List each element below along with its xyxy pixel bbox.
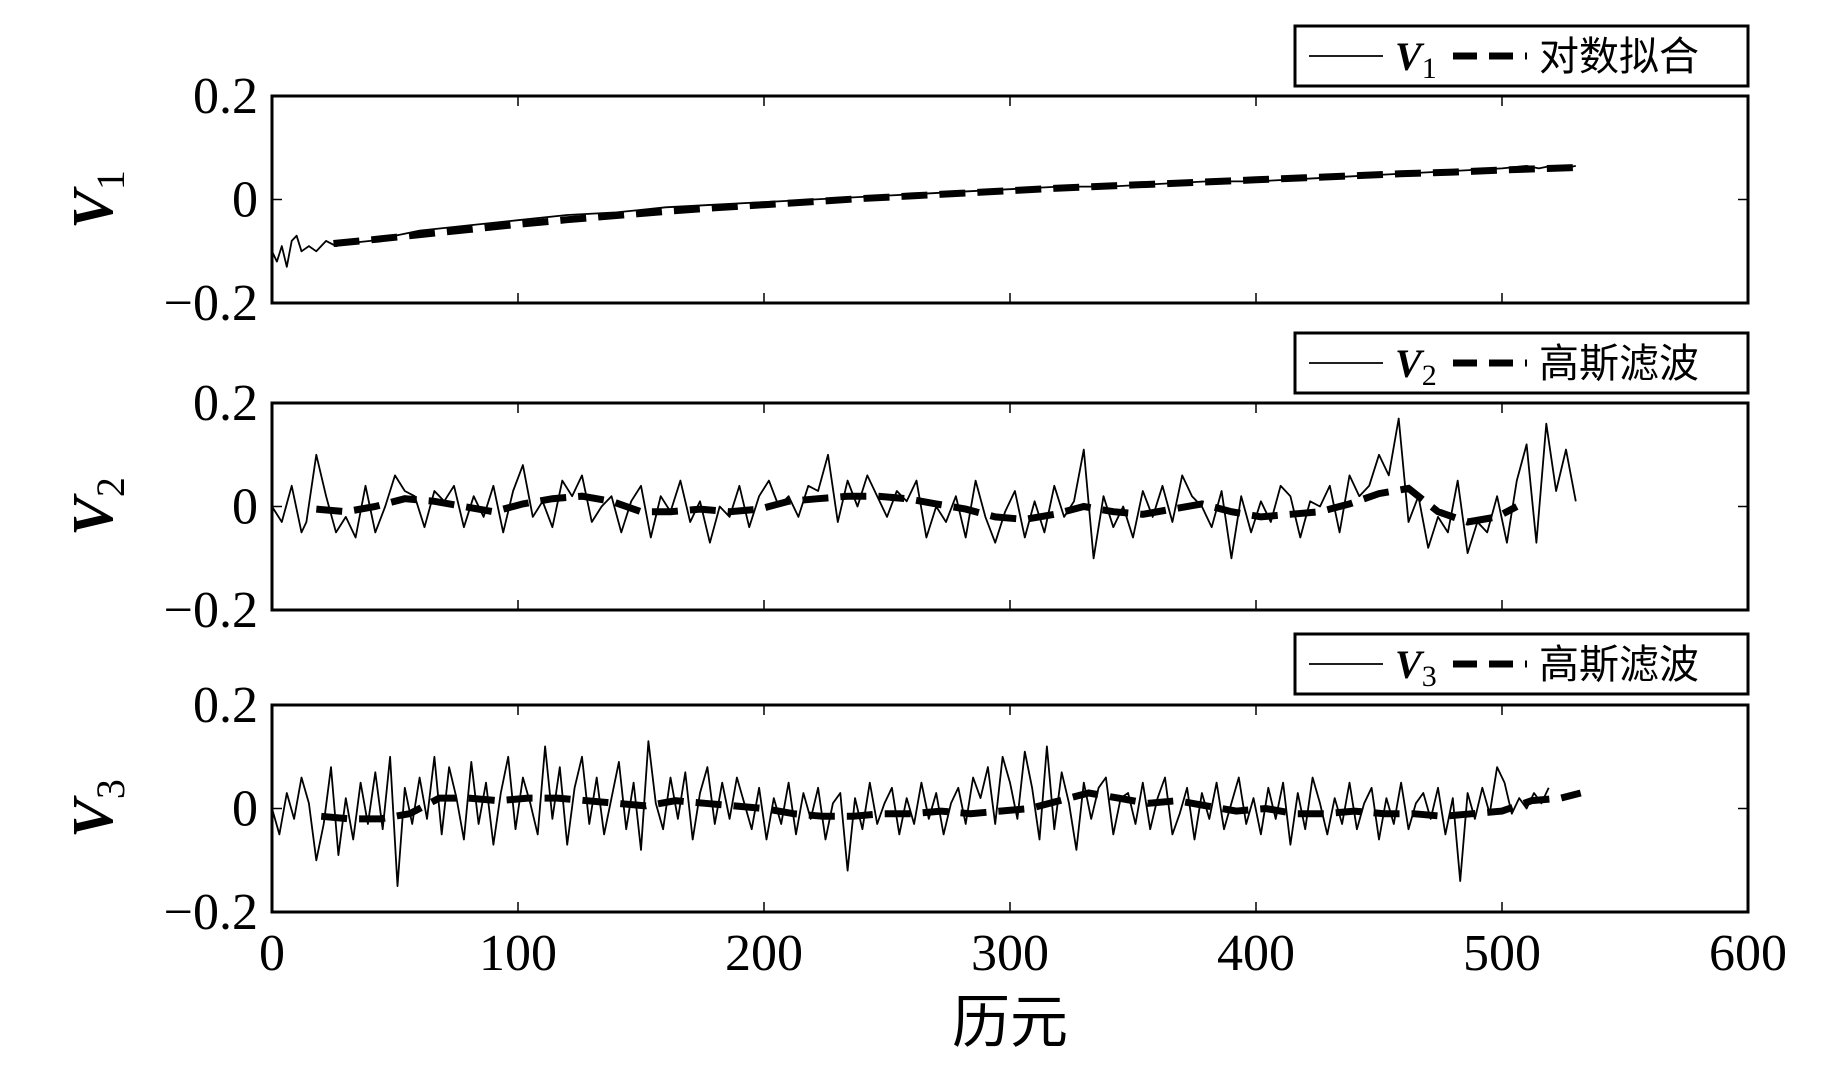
raw-series-line: [271, 164, 1576, 268]
fit-series-line: [315, 484, 1519, 526]
y-tick-label: 0.2: [193, 68, 258, 125]
plot-frame: [270, 703, 1750, 914]
legend-label-var: V: [1395, 341, 1425, 386]
legend-label-var: V: [1395, 34, 1425, 79]
y-axis-label-sub: 3: [88, 779, 133, 799]
legend: V3 高斯滤波: [1293, 632, 1750, 696]
y-tick-label: 0.2: [193, 375, 258, 432]
fit-series-line: [333, 163, 1581, 247]
y-axis-label-var: V: [60, 493, 125, 536]
x-tick-label: 500: [1463, 925, 1541, 982]
plot-frame: [270, 401, 1750, 612]
legend: V1 对数拟合: [1293, 24, 1750, 88]
x-tick-label: 100: [479, 925, 557, 982]
y-tick-label: −0.2: [164, 884, 258, 941]
y-axis-label-var: V: [60, 795, 125, 838]
x-tick-label: 0: [259, 925, 285, 982]
legend-label-fit: 高斯滤波: [1539, 642, 1699, 687]
legend-label-raw: V1: [1395, 34, 1437, 85]
y-axis-label: V2: [60, 477, 133, 536]
legend-label-fit: 对数拟合: [1539, 34, 1699, 79]
y-tick-label: 0: [232, 172, 258, 229]
fit-series-line: [320, 789, 1582, 823]
legend-label-sub: 3: [1422, 660, 1437, 693]
x-tick-label: 600: [1709, 925, 1787, 982]
x-axis-title: 历元: [952, 990, 1068, 1055]
y-tick-label: 0: [232, 781, 258, 838]
legend-label-sub: 2: [1422, 359, 1437, 392]
x-tick-label: 300: [971, 925, 1049, 982]
legend-box: [1293, 331, 1750, 395]
x-tick-label: 200: [725, 925, 803, 982]
legend-label-raw: V3: [1395, 642, 1437, 693]
x-tick-label: 400: [1217, 925, 1295, 982]
y-axis-label: V1: [60, 170, 133, 229]
y-tick-label: −0.2: [164, 582, 258, 639]
y-axis-label: V3: [60, 779, 133, 838]
legend: V2 高斯滤波: [1293, 331, 1750, 395]
y-axis-label-sub: 2: [88, 477, 133, 497]
legend-label-var: V: [1395, 642, 1425, 687]
y-axis-label-sub: 1: [88, 170, 133, 190]
y-axis-label-var: V: [60, 186, 125, 229]
y-tick-label: 0: [232, 479, 258, 536]
legend-label-fit: 高斯滤波: [1539, 341, 1699, 386]
plot-frame: [270, 94, 1750, 305]
legend-label-raw: V2: [1395, 341, 1437, 392]
legend-label-sub: 1: [1422, 52, 1437, 85]
raw-series-line: [271, 417, 1577, 560]
y-tick-label: −0.2: [164, 275, 258, 332]
y-tick-label: 0.2: [193, 677, 258, 734]
